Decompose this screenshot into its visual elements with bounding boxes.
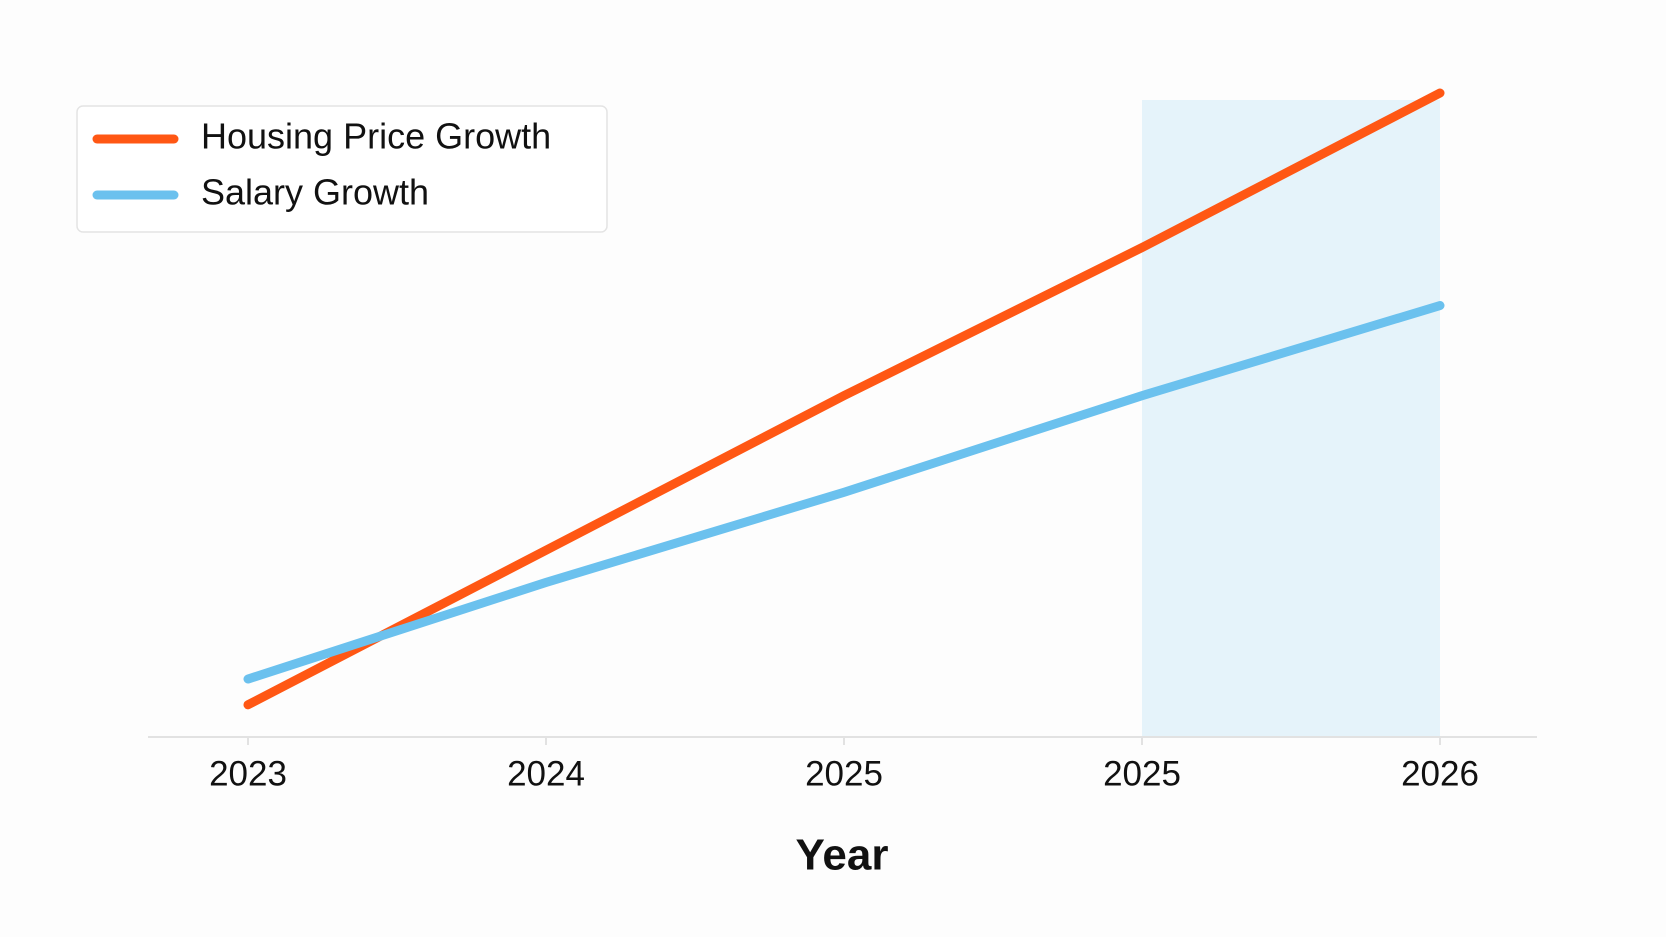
- x-axis-title: Year: [796, 831, 889, 880]
- x-tick-label: 2025: [805, 754, 883, 793]
- legend-label: Housing Price Growth: [201, 116, 551, 157]
- x-tick-label: 2023: [209, 754, 287, 793]
- legend-box: [76, 105, 608, 233]
- x-tick-label: 2024: [507, 754, 585, 793]
- series-line: [243, 301, 1445, 684]
- highlight-region: [1142, 100, 1440, 737]
- legend-label: Salary Growth: [201, 172, 429, 213]
- x-tick-label: 2025: [1103, 754, 1181, 793]
- series-line: [243, 88, 1445, 710]
- x-tick-label: 2026: [1401, 754, 1479, 793]
